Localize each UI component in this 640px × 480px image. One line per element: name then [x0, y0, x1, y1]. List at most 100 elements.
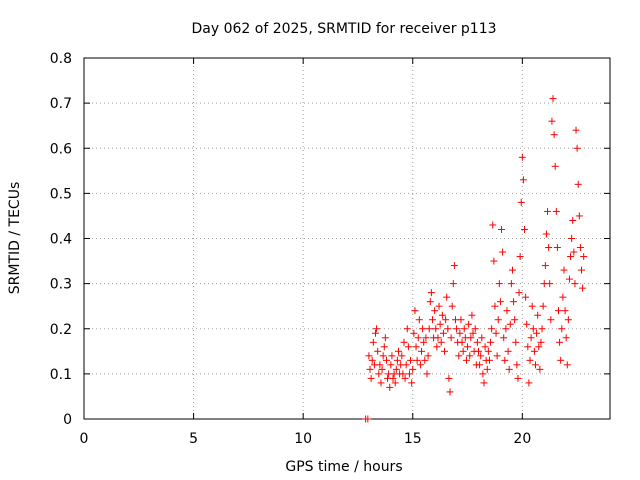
data-point: [571, 280, 579, 288]
data-point: [431, 307, 439, 315]
data-point: [393, 356, 401, 364]
data-point: [381, 334, 389, 342]
data-point: [545, 244, 553, 252]
data-point: [580, 253, 588, 261]
data-point: [536, 365, 544, 373]
data-point: [428, 316, 436, 324]
data-point: [513, 361, 521, 369]
y-tick-label: 0.5: [50, 186, 72, 202]
data-point: [499, 248, 507, 256]
data-point: [484, 347, 492, 355]
data-point: [399, 370, 407, 378]
data-point: [376, 361, 384, 369]
data-point: [371, 329, 379, 337]
data-point: [421, 356, 429, 364]
data-point: [579, 284, 587, 292]
data-point: [557, 356, 565, 364]
data-point: [535, 343, 543, 351]
data-point: [527, 334, 535, 342]
data-point: [464, 343, 472, 351]
data-point: [567, 253, 575, 261]
y-tick-label: 0.4: [50, 232, 72, 248]
data-point: [403, 325, 411, 333]
data-point: [418, 347, 426, 355]
data-point: [553, 244, 561, 252]
data-point: [560, 266, 568, 274]
data-point: [411, 307, 419, 315]
data-point: [511, 316, 519, 324]
x-tick-label: 0: [80, 431, 89, 447]
data-point: [386, 383, 394, 391]
y-tick-label: 0.6: [50, 141, 72, 157]
data-point: [533, 329, 541, 337]
data-point: [528, 302, 536, 310]
data-point: [395, 347, 403, 355]
data-point: [466, 352, 474, 360]
data-point: [561, 307, 569, 315]
data-point: [519, 176, 527, 184]
data-point: [542, 230, 550, 238]
data-point: [453, 325, 461, 333]
grid-lines: [84, 58, 610, 419]
data-point: [498, 225, 506, 233]
data-point: [433, 343, 441, 351]
data-point: [366, 365, 374, 373]
data-point: [524, 343, 532, 351]
data-point: [510, 298, 518, 306]
data-point: [469, 329, 477, 337]
data-point: [476, 361, 484, 369]
data-point: [460, 325, 468, 333]
data-point: [459, 347, 467, 355]
data-point: [539, 302, 547, 310]
data-point: [468, 311, 476, 319]
data-point: [552, 207, 560, 215]
data-point: [477, 352, 485, 360]
data-point: [554, 307, 562, 315]
data-point: [465, 320, 473, 328]
data-point: [529, 325, 537, 333]
data-point: [572, 126, 580, 134]
data-point: [409, 365, 417, 373]
data-point: [559, 293, 567, 301]
data-point: [525, 379, 533, 387]
y-tick-label: 0.1: [50, 367, 72, 383]
data-point: [449, 280, 457, 288]
data-point: [517, 198, 525, 206]
data-point: [432, 325, 440, 333]
y-axis-label: SRMTID / TECUs: [7, 182, 23, 295]
data-point: [494, 316, 502, 324]
y-tick-label: 0: [63, 412, 72, 428]
data-point: [419, 325, 427, 333]
data-point: [551, 162, 559, 170]
data-point: [389, 374, 397, 382]
data-point: [401, 374, 409, 382]
data-point: [426, 298, 434, 306]
data-point: [458, 338, 466, 346]
data-point: [456, 329, 464, 337]
data-point: [408, 379, 416, 387]
data-point: [502, 325, 510, 333]
data-point: [523, 320, 531, 328]
x-axis-label: GPS time / hours: [285, 459, 402, 475]
data-point: [570, 248, 578, 256]
data-point: [546, 280, 554, 288]
data-point: [575, 212, 583, 220]
data-point: [364, 415, 372, 423]
data-point: [564, 316, 572, 324]
data-point: [457, 316, 465, 324]
data-point: [578, 266, 586, 274]
data-point: [412, 343, 420, 351]
data-point: [556, 338, 564, 346]
data-point: [447, 334, 455, 342]
data-point: [488, 325, 496, 333]
data-point: [569, 216, 577, 224]
data-point: [541, 262, 549, 270]
data-point: [380, 343, 388, 351]
axis-ticks: 0 5 10 15 20 0 0.1 0.2 0.3 0.4 0.5 0.6 0.7 0.8: [50, 51, 610, 447]
data-point: [391, 379, 399, 387]
x-tick-label: 15: [404, 431, 422, 447]
data-point: [530, 347, 538, 355]
data-point: [415, 316, 423, 324]
data-point: [435, 302, 443, 310]
